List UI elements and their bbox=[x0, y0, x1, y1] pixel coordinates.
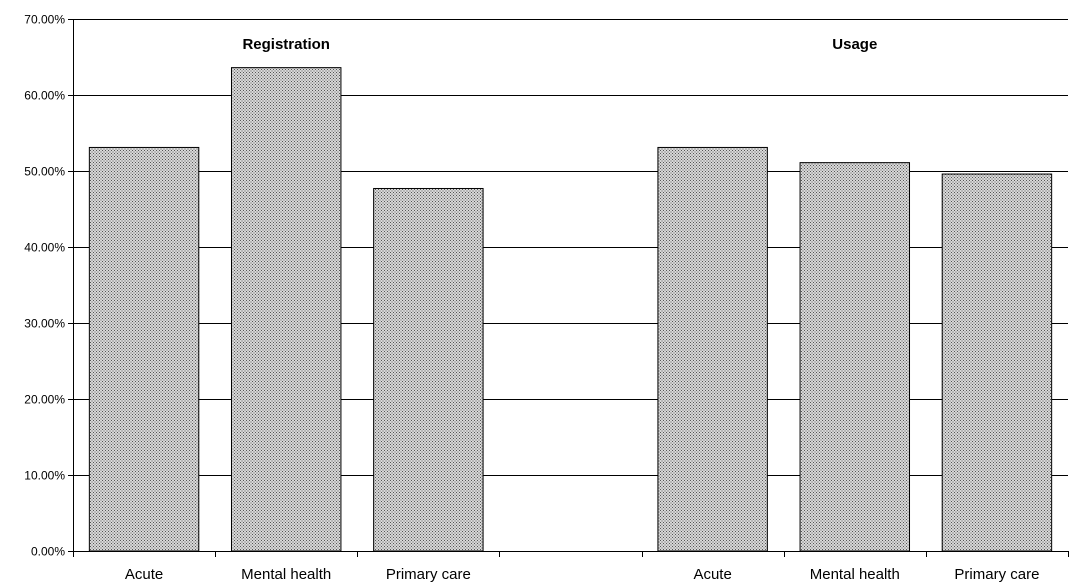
x-tick-label: Acute bbox=[693, 566, 731, 583]
bar bbox=[799, 162, 911, 552]
x-tick-label: Primary care bbox=[386, 566, 471, 583]
x-tick-label: Acute bbox=[125, 566, 163, 583]
bar bbox=[941, 173, 1053, 552]
axes bbox=[73, 19, 1068, 552]
y-tick-label: 60.00% bbox=[24, 89, 65, 103]
y-axis-ticks: 0.00% 10.00% 20.00% 30.00% 40.00% 50.00% 60.00… bbox=[24, 13, 73, 559]
y-tick-label: 30.00% bbox=[24, 317, 65, 331]
group-labels: Registration Usage bbox=[242, 36, 877, 53]
group-label: Registration bbox=[242, 36, 330, 53]
group-label: Usage bbox=[832, 36, 877, 53]
y-tick-label: 10.00% bbox=[24, 469, 65, 483]
bar bbox=[230, 67, 342, 552]
y-tick-label: 50.00% bbox=[24, 165, 65, 179]
y-tick-label: 70.00% bbox=[24, 13, 65, 27]
x-tick-label: Mental health bbox=[241, 566, 331, 583]
y-tick-label: 0.00% bbox=[31, 545, 65, 559]
bars bbox=[88, 67, 1053, 552]
bar bbox=[657, 146, 768, 552]
category-labels: Acute Mental health Primary care Acute Menta… bbox=[125, 566, 1040, 583]
x-tick-label: Mental health bbox=[810, 566, 900, 583]
bar bbox=[373, 187, 484, 552]
y-tick-label: 40.00% bbox=[24, 241, 65, 255]
bar bbox=[88, 146, 200, 552]
gridlines bbox=[73, 19, 1068, 476]
x-tick-label: Primary care bbox=[954, 566, 1039, 583]
y-tick-label: 20.00% bbox=[24, 393, 65, 407]
